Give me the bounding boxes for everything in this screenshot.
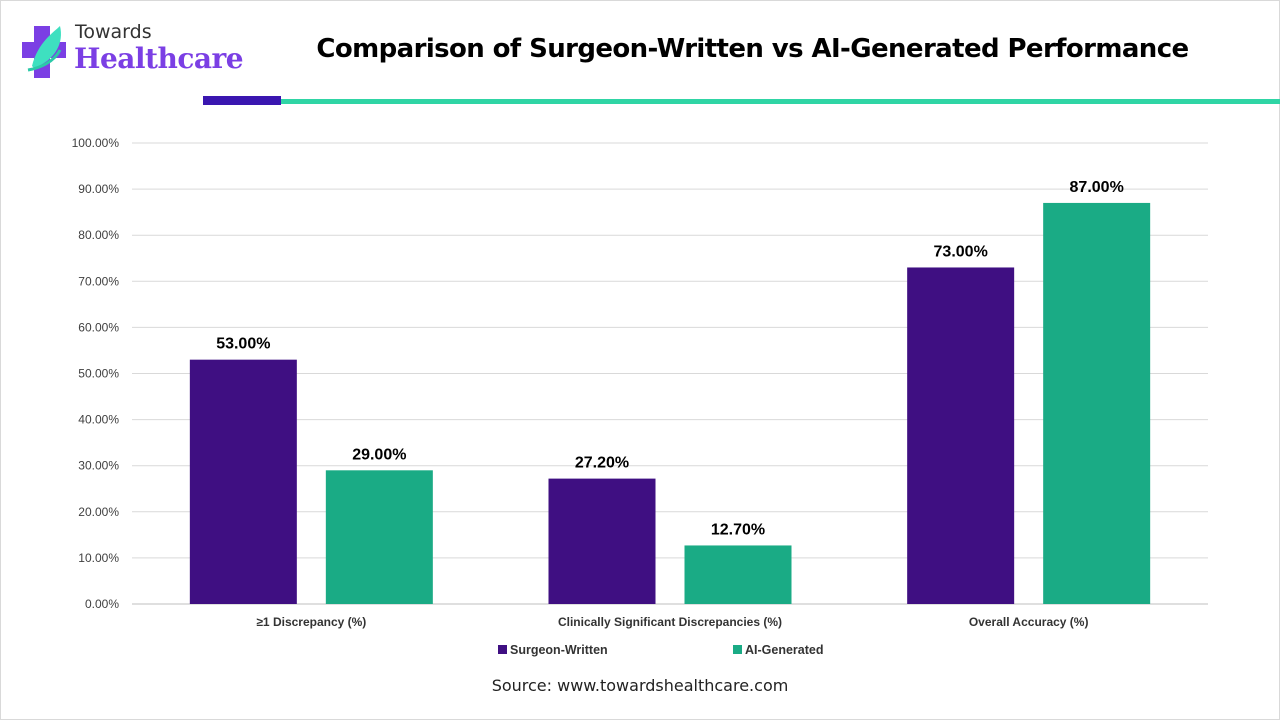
data-label: 12.70% — [711, 521, 765, 538]
source-text: Source: www.towardshealthcare.com — [491, 676, 789, 695]
header-accent-teal — [281, 99, 1280, 104]
data-label: 53.00% — [216, 336, 270, 353]
data-label: 27.20% — [575, 455, 629, 472]
y-tick-label: 10.00% — [78, 551, 119, 565]
y-tick-label: 80.00% — [78, 228, 119, 242]
legend-swatch-ai — [733, 645, 742, 654]
bar-ai — [1043, 202, 1151, 604]
y-tick-label: 100.00% — [72, 136, 120, 150]
logo-text-towards: Towards — [75, 21, 152, 43]
towards-healthcare-logo: Towards Healthcare — [20, 20, 244, 84]
x-tick-label: ≥1 Discrepancy (%) — [256, 615, 366, 629]
bar-surgeon — [548, 478, 656, 604]
y-tick-label: 60.00% — [78, 320, 119, 334]
legend-label: AI-Generated — [745, 643, 824, 657]
chart-title: Comparison of Surgeon-Written vs AI-Gene… — [316, 34, 1189, 64]
y-tick-label: 30.00% — [78, 459, 119, 473]
bar-surgeon — [189, 359, 297, 604]
legend-label: Surgeon-Written — [510, 643, 608, 657]
data-label: 87.00% — [1070, 179, 1124, 196]
y-tick-label: 70.00% — [78, 274, 119, 288]
bar-ai — [325, 470, 433, 604]
y-tick-label: 20.00% — [78, 505, 119, 519]
data-label: 73.00% — [934, 243, 988, 260]
medical-cross-leaf-icon — [22, 26, 66, 78]
bar-ai — [684, 545, 792, 604]
logo-text-healthcare: Healthcare — [74, 42, 244, 75]
x-tick-label: Clinically Significant Discrepancies (%) — [558, 615, 782, 629]
y-tick-label: 40.00% — [78, 413, 119, 427]
y-tick-label: 0.00% — [85, 597, 119, 611]
y-tick-label: 50.00% — [78, 367, 119, 381]
header-accent-purple — [203, 96, 281, 105]
legend-swatch-surgeon — [498, 645, 507, 654]
x-tick-label: Overall Accuracy (%) — [969, 615, 1089, 629]
data-label: 29.00% — [352, 446, 406, 463]
y-tick-label: 90.00% — [78, 182, 119, 196]
bar-surgeon — [907, 267, 1015, 604]
